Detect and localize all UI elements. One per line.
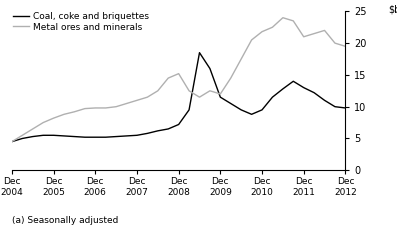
Metal ores and minerals [155, 89, 160, 92]
Metal ores and minerals [93, 107, 98, 109]
Metal ores and minerals [103, 107, 108, 109]
Coal, coke and briquettes [155, 129, 160, 132]
Coal, coke and briquettes [135, 134, 139, 137]
Metal ores and minerals [208, 89, 212, 92]
Coal, coke and briquettes [114, 135, 118, 138]
Line: Coal, coke and briquettes: Coal, coke and briquettes [12, 53, 345, 142]
Line: Metal ores and minerals: Metal ores and minerals [12, 18, 345, 142]
Coal, coke and briquettes [41, 134, 46, 137]
Coal, coke and briquettes [218, 96, 223, 99]
Metal ores and minerals [322, 29, 327, 32]
Coal, coke and briquettes [249, 113, 254, 116]
Coal, coke and briquettes [239, 109, 243, 111]
Metal ores and minerals [114, 105, 118, 108]
Metal ores and minerals [228, 77, 233, 79]
Metal ores and minerals [239, 58, 243, 60]
Metal ores and minerals [124, 102, 129, 105]
Metal ores and minerals [41, 121, 46, 124]
Metal ores and minerals [218, 93, 223, 95]
Metal ores and minerals [30, 128, 35, 130]
Coal, coke and briquettes [197, 51, 202, 54]
Coal, coke and briquettes [260, 109, 264, 111]
Metal ores and minerals [51, 117, 56, 119]
Metal ores and minerals [166, 77, 171, 79]
Coal, coke and briquettes [166, 128, 171, 130]
Metal ores and minerals [280, 16, 285, 19]
Coal, coke and briquettes [62, 135, 66, 137]
Metal ores and minerals [176, 72, 181, 75]
Coal, coke and briquettes [187, 109, 191, 111]
Metal ores and minerals [83, 107, 87, 110]
Y-axis label: $billion: $billion [389, 5, 397, 15]
Coal, coke and briquettes [10, 140, 14, 143]
Metal ores and minerals [20, 134, 25, 137]
Metal ores and minerals [10, 140, 14, 143]
Metal ores and minerals [343, 45, 348, 48]
Coal, coke and briquettes [333, 105, 337, 108]
Metal ores and minerals [197, 96, 202, 99]
Legend: Coal, coke and briquettes, Metal ores and minerals: Coal, coke and briquettes, Metal ores an… [13, 12, 148, 32]
Coal, coke and briquettes [280, 88, 285, 90]
Metal ores and minerals [260, 30, 264, 33]
Coal, coke and briquettes [145, 132, 150, 135]
Metal ores and minerals [145, 96, 150, 99]
Metal ores and minerals [333, 42, 337, 44]
Coal, coke and briquettes [124, 135, 129, 137]
Coal, coke and briquettes [93, 136, 98, 138]
Coal, coke and briquettes [20, 137, 25, 140]
Coal, coke and briquettes [72, 135, 77, 138]
Coal, coke and briquettes [103, 136, 108, 138]
Metal ores and minerals [270, 26, 275, 29]
Coal, coke and briquettes [301, 86, 306, 89]
Metal ores and minerals [249, 39, 254, 41]
Coal, coke and briquettes [322, 99, 327, 102]
Coal, coke and briquettes [30, 135, 35, 138]
Metal ores and minerals [291, 20, 296, 22]
Coal, coke and briquettes [291, 80, 296, 83]
Metal ores and minerals [135, 99, 139, 102]
Metal ores and minerals [301, 35, 306, 38]
Coal, coke and briquettes [208, 67, 212, 70]
Metal ores and minerals [62, 113, 66, 116]
Coal, coke and briquettes [312, 91, 316, 94]
Text: (a) Seasonally adjusted: (a) Seasonally adjusted [12, 216, 118, 225]
Coal, coke and briquettes [270, 96, 275, 99]
Metal ores and minerals [187, 89, 191, 92]
Metal ores and minerals [72, 110, 77, 113]
Coal, coke and briquettes [51, 134, 56, 137]
Coal, coke and briquettes [343, 107, 348, 109]
Coal, coke and briquettes [176, 123, 181, 126]
Coal, coke and briquettes [83, 136, 87, 138]
Metal ores and minerals [312, 32, 316, 35]
Coal, coke and briquettes [228, 102, 233, 105]
